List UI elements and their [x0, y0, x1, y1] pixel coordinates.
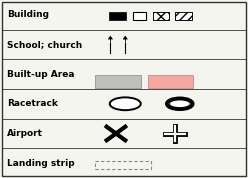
FancyArrow shape: [123, 36, 127, 43]
Bar: [175, 12, 192, 20]
Ellipse shape: [169, 100, 190, 108]
Text: Landing strip: Landing strip: [7, 159, 75, 168]
Text: School; church: School; church: [7, 40, 83, 49]
Bar: [153, 12, 169, 20]
Text: Building: Building: [7, 10, 49, 19]
Bar: [148, 75, 193, 88]
Text: Racetrack: Racetrack: [7, 99, 58, 108]
FancyArrow shape: [108, 36, 113, 43]
Bar: [95, 161, 151, 169]
Bar: [153, 12, 169, 20]
Text: Built-up Area: Built-up Area: [7, 70, 75, 79]
Bar: [133, 12, 146, 20]
Ellipse shape: [167, 98, 193, 109]
Bar: [109, 12, 126, 20]
Text: Airport: Airport: [7, 129, 43, 138]
Bar: [95, 75, 141, 88]
Bar: [175, 12, 192, 20]
Ellipse shape: [110, 97, 141, 110]
